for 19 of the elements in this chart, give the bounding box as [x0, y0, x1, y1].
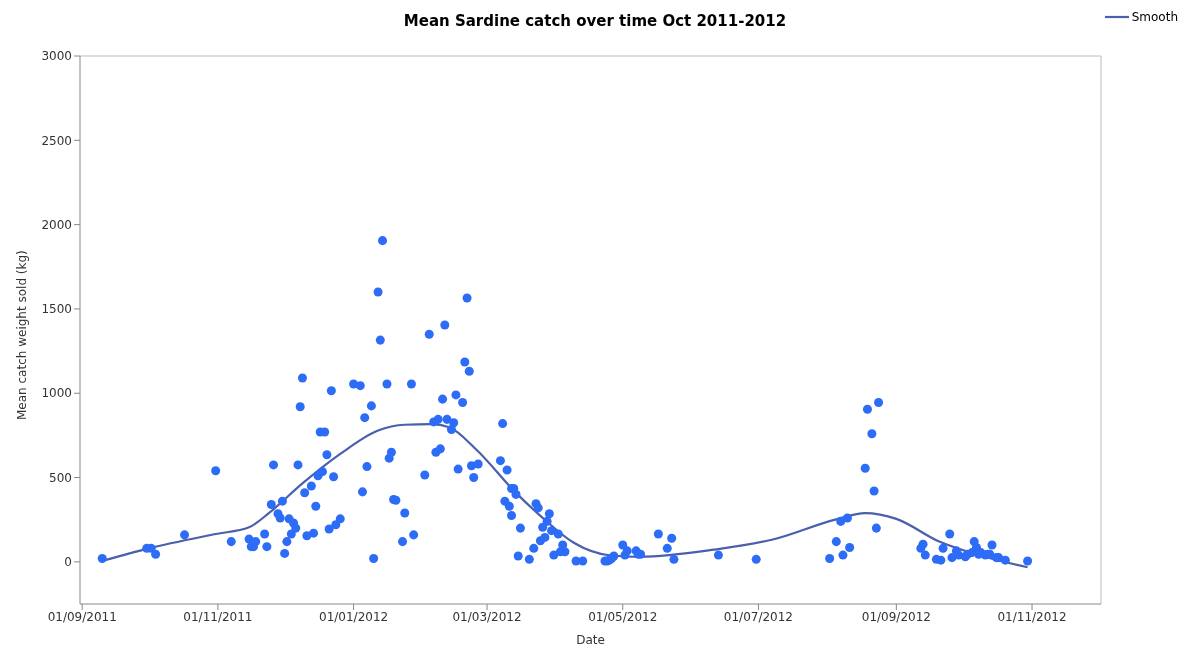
x-tick-label: 01/09/2012 [861, 609, 931, 624]
x-tick-label: 01/03/2012 [452, 609, 522, 624]
x-axis-title: Date [576, 633, 605, 647]
y-tick-label: 2500 [41, 133, 72, 148]
x-tick-label: 01/05/2012 [588, 609, 658, 624]
x-tick-label: 01/01/2012 [319, 609, 389, 624]
legend-label: Smooth [1131, 10, 1178, 24]
y-tick-label: 2000 [41, 217, 72, 232]
y-tick-label: 3000 [41, 49, 72, 64]
y-tick-label: 1500 [41, 302, 72, 317]
x-tick-label: 01/09/2011 [47, 609, 117, 624]
y-tick-label: 500 [49, 470, 72, 485]
chart-title: Mean Sardine catch over time Oct 2011-2012 [403, 12, 787, 30]
x-tick-label: 01/07/2012 [723, 609, 794, 624]
y-tick-label: 1000 [41, 386, 72, 401]
y-axis-title: Mean catch weight sold (kg) [15, 250, 30, 420]
y-tick-label: 0 [64, 555, 72, 570]
x-tick-label: 01/11/2011 [183, 609, 253, 624]
x-tick-label: 01/11/2012 [997, 609, 1067, 624]
